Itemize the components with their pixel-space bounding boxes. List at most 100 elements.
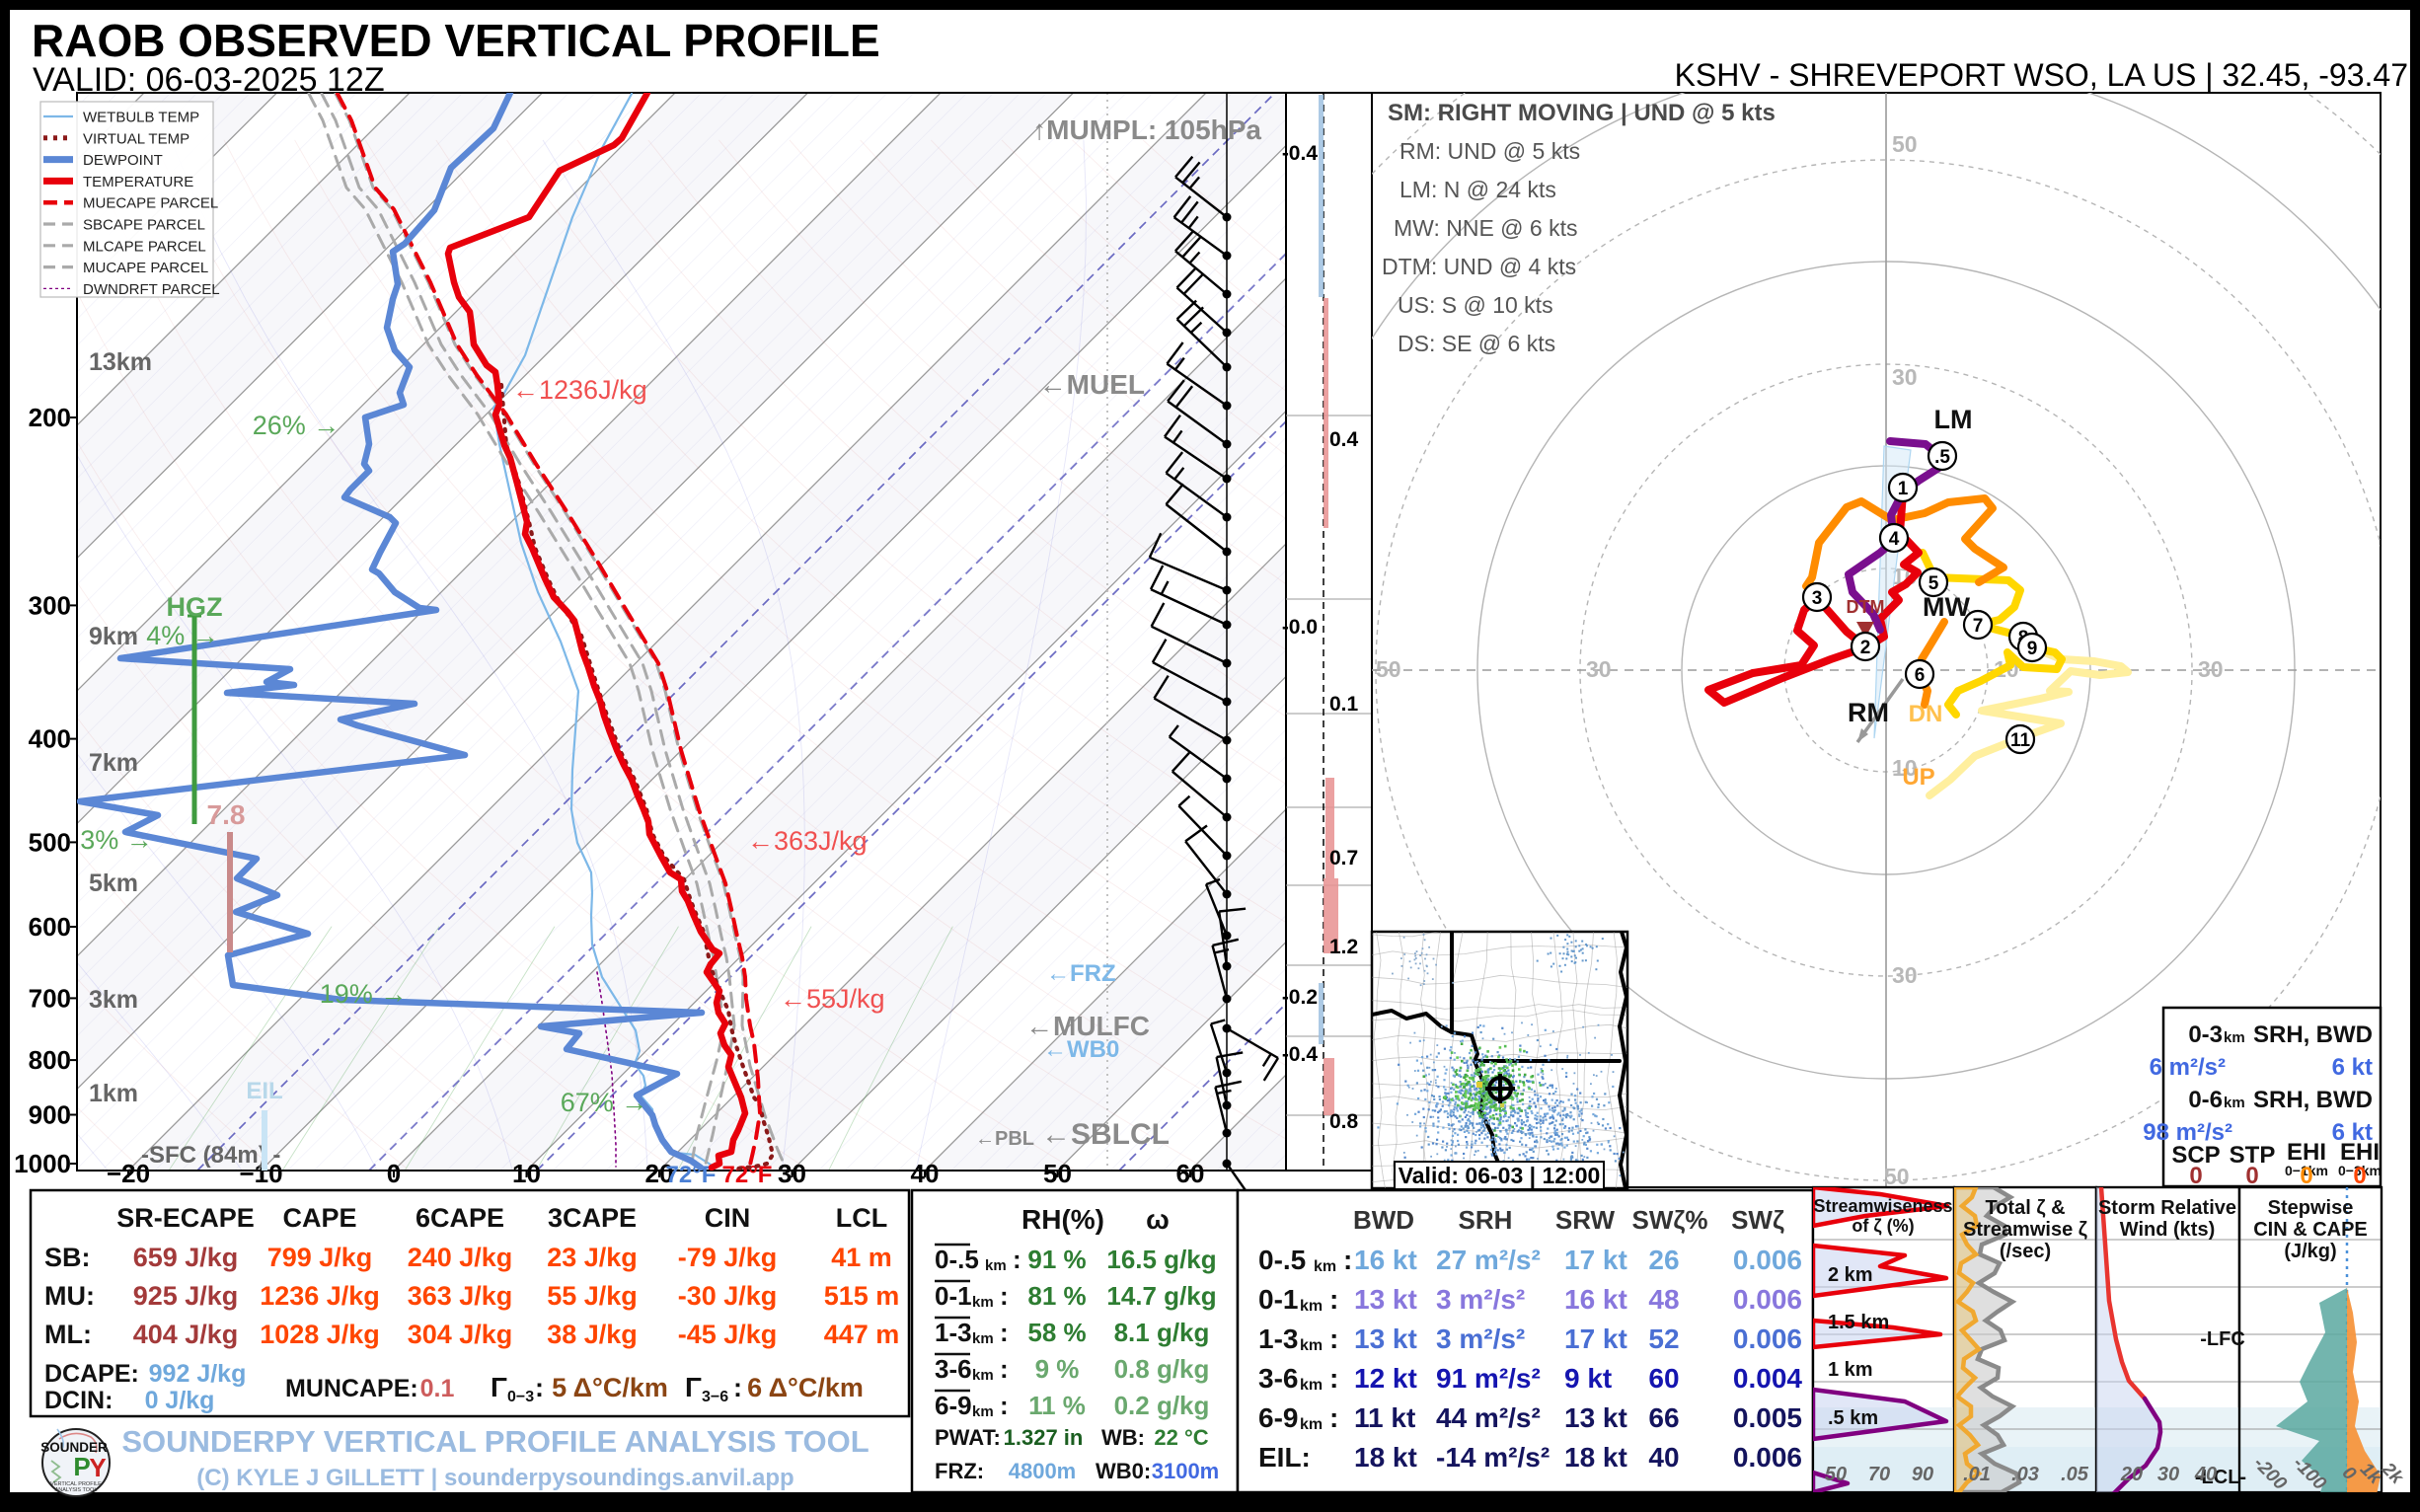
svg-text::: : (535, 1373, 544, 1402)
svg-text:11 kt: 11 kt (1354, 1402, 1415, 1433)
svg-text:Total ζ &: Total ζ & (1985, 1197, 2065, 1219)
svg-text:799 J/kg: 799 J/kg (267, 1243, 373, 1272)
svg-text:DEWPOINT: DEWPOINT (83, 152, 163, 169)
svg-text:0.006: 0.006 (1733, 1245, 1802, 1275)
svg-text:6-9: 6-9 (935, 1391, 972, 1420)
svg-text:91 m²/s²: 91 m²/s² (1436, 1363, 1541, 1394)
svg-text:km: km (972, 1294, 994, 1311)
svg-text:DTM: DTM (1847, 597, 1885, 617)
svg-text:0−3: 0−3 (507, 1389, 534, 1405)
svg-text:STP: STP (2230, 1142, 2276, 1169)
svg-text:6-9: 6-9 (1258, 1402, 1298, 1433)
svg-text:0.1: 0.1 (420, 1375, 455, 1402)
svg-text:-LFC: -LFC (2200, 1328, 2245, 1350)
svg-text:Storm Relative: Storm Relative (2098, 1197, 2236, 1219)
svg-text:5 Δ°C/km: 5 Δ°C/km (552, 1373, 668, 1402)
svg-text:66: 66 (1648, 1402, 1679, 1433)
svg-text::: : (1000, 1354, 1009, 1384)
svg-text:1-3: 1-3 (1258, 1323, 1298, 1354)
svg-text:0-1: 0-1 (935, 1281, 972, 1311)
svg-text:SB:: SB: (44, 1243, 91, 1272)
svg-text:90: 90 (1912, 1464, 1933, 1485)
svg-text:CIN: CIN (705, 1203, 751, 1233)
svg-text:1: 1 (1898, 479, 1909, 499)
svg-text:CIN & CAPE: CIN & CAPE (2253, 1219, 2368, 1241)
svg-text::: : (1013, 1245, 1021, 1274)
svg-text:13km: 13km (89, 348, 152, 376)
svg-text:0-.5: 0-.5 (935, 1245, 979, 1274)
svg-text:WETBULB TEMP: WETBULB TEMP (83, 110, 199, 126)
svg-text:FRZ:: FRZ: (935, 1459, 984, 1483)
svg-text:-14 m²/s²: -14 m²/s² (1436, 1442, 1550, 1473)
svg-text:BWD: BWD (1353, 1205, 1414, 1235)
svg-text:0−1km: 0−1km (2285, 1163, 2328, 1178)
svg-text:9 %: 9 % (1035, 1354, 1080, 1384)
svg-text::: : (1329, 1323, 1338, 1354)
svg-text:50: 50 (1892, 131, 1918, 157)
svg-text:40: 40 (1648, 1442, 1679, 1473)
svg-text:72°F: 72°F (666, 1162, 717, 1188)
svg-text:4800m: 4800m (1009, 1459, 1077, 1483)
svg-text:km: km (972, 1403, 994, 1420)
svg-text:Γ: Γ (491, 1372, 507, 1402)
svg-text:200: 200 (29, 403, 71, 432)
svg-text:-0.0: -0.0 (1282, 616, 1318, 639)
svg-text:30: 30 (2157, 1464, 2179, 1485)
svg-text:←PBL: ←PBL (975, 1128, 1034, 1150)
svg-text:0-.5: 0-.5 (1258, 1245, 1306, 1275)
svg-text:SRH,: SRH, (2253, 1021, 2309, 1048)
svg-text:SRW: SRW (1555, 1205, 1616, 1235)
svg-text:6 kt: 6 kt (2332, 1119, 2373, 1146)
svg-text:DN: DN (1909, 701, 1943, 727)
svg-text:0-1: 0-1 (1258, 1284, 1298, 1315)
svg-text:-0.4: -0.4 (1282, 142, 1319, 165)
svg-text:20: 20 (2120, 1464, 2143, 1485)
svg-text:Streamwise ζ: Streamwise ζ (1963, 1219, 2087, 1241)
svg-text:3 m²/s²: 3 m²/s² (1436, 1323, 1525, 1354)
svg-text:925 J/kg: 925 J/kg (133, 1281, 239, 1311)
svg-text:EHI: EHI (2287, 1139, 2326, 1166)
svg-text:23 J/kg: 23 J/kg (547, 1243, 638, 1272)
svg-text:30: 30 (1892, 364, 1918, 390)
svg-text:SWζ: SWζ (1731, 1205, 1784, 1235)
svg-text:9 kt: 9 kt (1564, 1363, 1612, 1394)
svg-text:LM: LM (1934, 405, 1973, 434)
svg-text:1-3: 1-3 (935, 1318, 972, 1347)
svg-text:km: km (1300, 1377, 1323, 1394)
svg-text:MW: MW (1923, 592, 1970, 622)
svg-text:14.7 g/kg: 14.7 g/kg (1106, 1281, 1216, 1311)
svg-text:km: km (2224, 1029, 2245, 1046)
svg-text:26% →: 26% → (253, 411, 340, 440)
svg-text:SCP: SCP (2171, 1142, 2220, 1169)
svg-text:19% →: 19% → (320, 979, 408, 1009)
svg-text:30: 30 (1586, 656, 1612, 682)
svg-text:MLCAPE PARCEL: MLCAPE PARCEL (83, 238, 206, 255)
svg-text:MW: NNE @ 6 kts: MW: NNE @ 6 kts (1394, 215, 1578, 241)
svg-text:30: 30 (2198, 656, 2224, 682)
svg-text:RH(%): RH(%) (1021, 1204, 1104, 1235)
svg-text:Streamwiseness: Streamwiseness (1813, 1196, 1952, 1216)
svg-text:.5 km: .5 km (1828, 1407, 1878, 1429)
svg-text:0: 0 (2189, 1163, 2202, 1189)
svg-text::: : (733, 1373, 742, 1402)
svg-text:11: 11 (2010, 730, 2031, 751)
svg-text:Y: Y (89, 1453, 106, 1482)
svg-text:TEMPERATURE: TEMPERATURE (83, 174, 193, 190)
svg-text:3-6: 3-6 (935, 1354, 972, 1384)
svg-text:2: 2 (1860, 638, 1871, 658)
svg-text:7: 7 (1973, 616, 1984, 637)
svg-text:1236 J/kg: 1236 J/kg (260, 1281, 380, 1311)
svg-text:17 kt: 17 kt (1564, 1323, 1627, 1354)
svg-text:HGZ: HGZ (167, 592, 223, 622)
svg-text:-SFC (84m) -: -SFC (84m) - (141, 1142, 280, 1169)
svg-text:5: 5 (1928, 573, 1939, 594)
svg-text:km: km (985, 1257, 1007, 1274)
svg-text:SOUNDER: SOUNDER (40, 1440, 108, 1455)
svg-text:CAPE: CAPE (282, 1203, 356, 1233)
svg-text:(J/kg): (J/kg) (2284, 1241, 2336, 1262)
svg-text:RAOB OBSERVED VERTICAL PROFILE: RAOB OBSERVED VERTICAL PROFILE (32, 15, 880, 66)
svg-text:km: km (1314, 1258, 1336, 1275)
svg-text:0.8 g/kg: 0.8 g/kg (1114, 1354, 1210, 1384)
svg-text:1km: 1km (89, 1080, 138, 1107)
svg-text:SR-ECAPE: SR-ECAPE (116, 1203, 255, 1233)
